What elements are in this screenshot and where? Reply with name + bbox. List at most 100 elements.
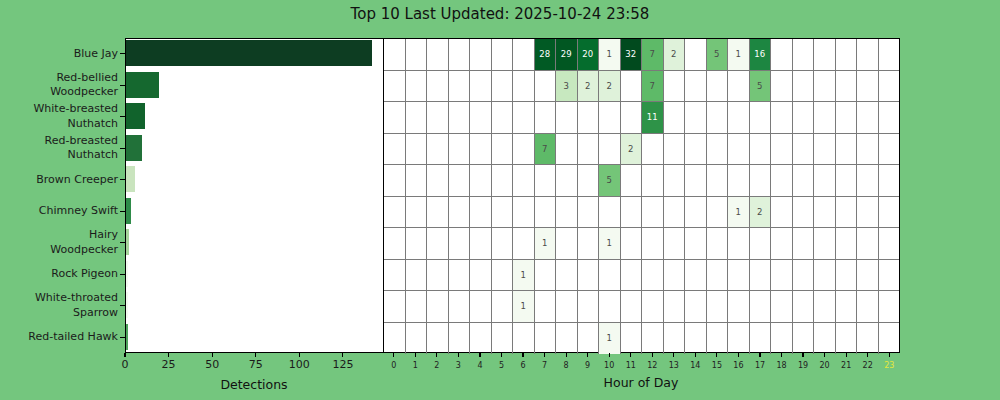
heatmap-cell [771, 228, 793, 259]
hour-axis-tick [544, 353, 545, 357]
heatmap-cell [384, 197, 406, 228]
heatmap-cell [664, 291, 686, 322]
heatmap-cell [384, 134, 406, 165]
heatmap-cell: 2 [750, 197, 772, 228]
heatmap-cell: 1 [728, 39, 750, 70]
heatmap-cell [384, 228, 406, 259]
heatmap-cell [406, 102, 428, 133]
hour-tick-label: 10 [598, 361, 620, 370]
heatmap-cell [793, 197, 815, 228]
hour-tick-label: 5 [490, 361, 512, 370]
heatmap-cell [857, 260, 879, 291]
species-label: Rock Pigeon [0, 267, 118, 282]
heatmap-cell [384, 102, 406, 133]
heatmap-cell [728, 165, 750, 196]
heatmap-cell [836, 291, 858, 322]
heatmap-cell [793, 134, 815, 165]
hour-tick-label: 8 [555, 361, 577, 370]
hour-tick-label: 4 [469, 361, 491, 370]
heatmap-cell [814, 134, 836, 165]
detections-tick-label: 75 [236, 358, 276, 371]
hour-axis-tick [479, 353, 480, 357]
detections-axis-tick [168, 353, 169, 357]
heatmap-cell [814, 260, 836, 291]
heatmap-cell: 11 [642, 102, 664, 133]
hour-tick-label: 6 [512, 361, 534, 370]
heatmap-cell [470, 197, 492, 228]
heatmap-cell [621, 165, 643, 196]
heatmap-cell [470, 102, 492, 133]
heatmap-cell [449, 228, 471, 259]
hour-axis-tick [889, 353, 890, 357]
heatmap-cell [793, 260, 815, 291]
heatmap-cell [750, 291, 772, 322]
heatmap-cell [879, 228, 900, 259]
heatmap-cell [642, 134, 664, 165]
heatmap-cell [556, 228, 578, 259]
heatmap-cell [836, 39, 858, 70]
heatmap-cell [836, 71, 858, 102]
heatmap-cell [449, 323, 471, 355]
detections-axis-tick [342, 353, 343, 357]
heatmap-cell [621, 291, 643, 322]
heatmap-cell [578, 102, 600, 133]
heatmap-cell [599, 291, 621, 322]
heatmap-cell [707, 228, 729, 259]
heatmap-row: 1 [384, 260, 899, 292]
heatmap-cell [449, 39, 471, 70]
hour-axis-tick [587, 353, 588, 357]
heatmap-cell [513, 323, 535, 355]
detections-tick-label: 50 [192, 358, 232, 371]
heatmap-cell [642, 291, 664, 322]
heatmap-cell [771, 165, 793, 196]
heatmap-cell [771, 260, 793, 291]
species-label: Red-tailed Hawk [0, 330, 118, 345]
heatmap-cell [427, 228, 449, 259]
heatmap-cell [621, 197, 643, 228]
heatmap-cell [535, 197, 557, 228]
hour-tick-label: 0 [383, 361, 405, 370]
heatmap-cell [621, 71, 643, 102]
heatmap-cell [879, 260, 900, 291]
detections-bar [126, 40, 372, 66]
heatmap-cell [814, 71, 836, 102]
heatmap-cell [384, 260, 406, 291]
species-label: Blue Jay [0, 47, 118, 62]
hour-tick-label: 22 [857, 361, 879, 370]
heatmap-cell [535, 323, 557, 355]
hour-axis-tick [867, 353, 868, 357]
heatmap-cell [879, 291, 900, 322]
species-label: HairyWoodpecker [0, 228, 118, 257]
heatmap-cell [470, 71, 492, 102]
heatmap-cell [449, 71, 471, 102]
heatmap-cell [556, 134, 578, 165]
heatmap-cell [814, 323, 836, 355]
heatmap-cell [750, 260, 772, 291]
heatmap-cell [836, 102, 858, 133]
heatmap-cell [406, 228, 428, 259]
species-label: Red-belliedWoodpecker [0, 71, 118, 100]
hour-tick-label: 12 [641, 361, 663, 370]
heatmap-cell [814, 165, 836, 196]
detections-bar [126, 72, 159, 98]
heatmap-cell [492, 165, 514, 196]
heatmap-cell [427, 71, 449, 102]
heatmap-cell [857, 165, 879, 196]
heatmap-cell [642, 165, 664, 196]
species-label: Chimney Swift [0, 204, 118, 219]
detections-tick-label: 0 [105, 358, 145, 371]
detections-bar [126, 229, 129, 255]
heatmap-cell [707, 323, 729, 355]
heatmap-cell: 1 [513, 260, 535, 291]
heatmap-cell [836, 260, 858, 291]
heatmap-cell [879, 102, 900, 133]
heatmap-cell [513, 197, 535, 228]
heatmap-cell [384, 71, 406, 102]
hour-tick-label: 1 [404, 361, 426, 370]
heatmap-cell [857, 197, 879, 228]
heatmap-cell [556, 260, 578, 291]
heatmap-cell [771, 71, 793, 102]
heatmap-cell [771, 39, 793, 70]
heatmap-cell [793, 165, 815, 196]
heatmap-cell [427, 165, 449, 196]
